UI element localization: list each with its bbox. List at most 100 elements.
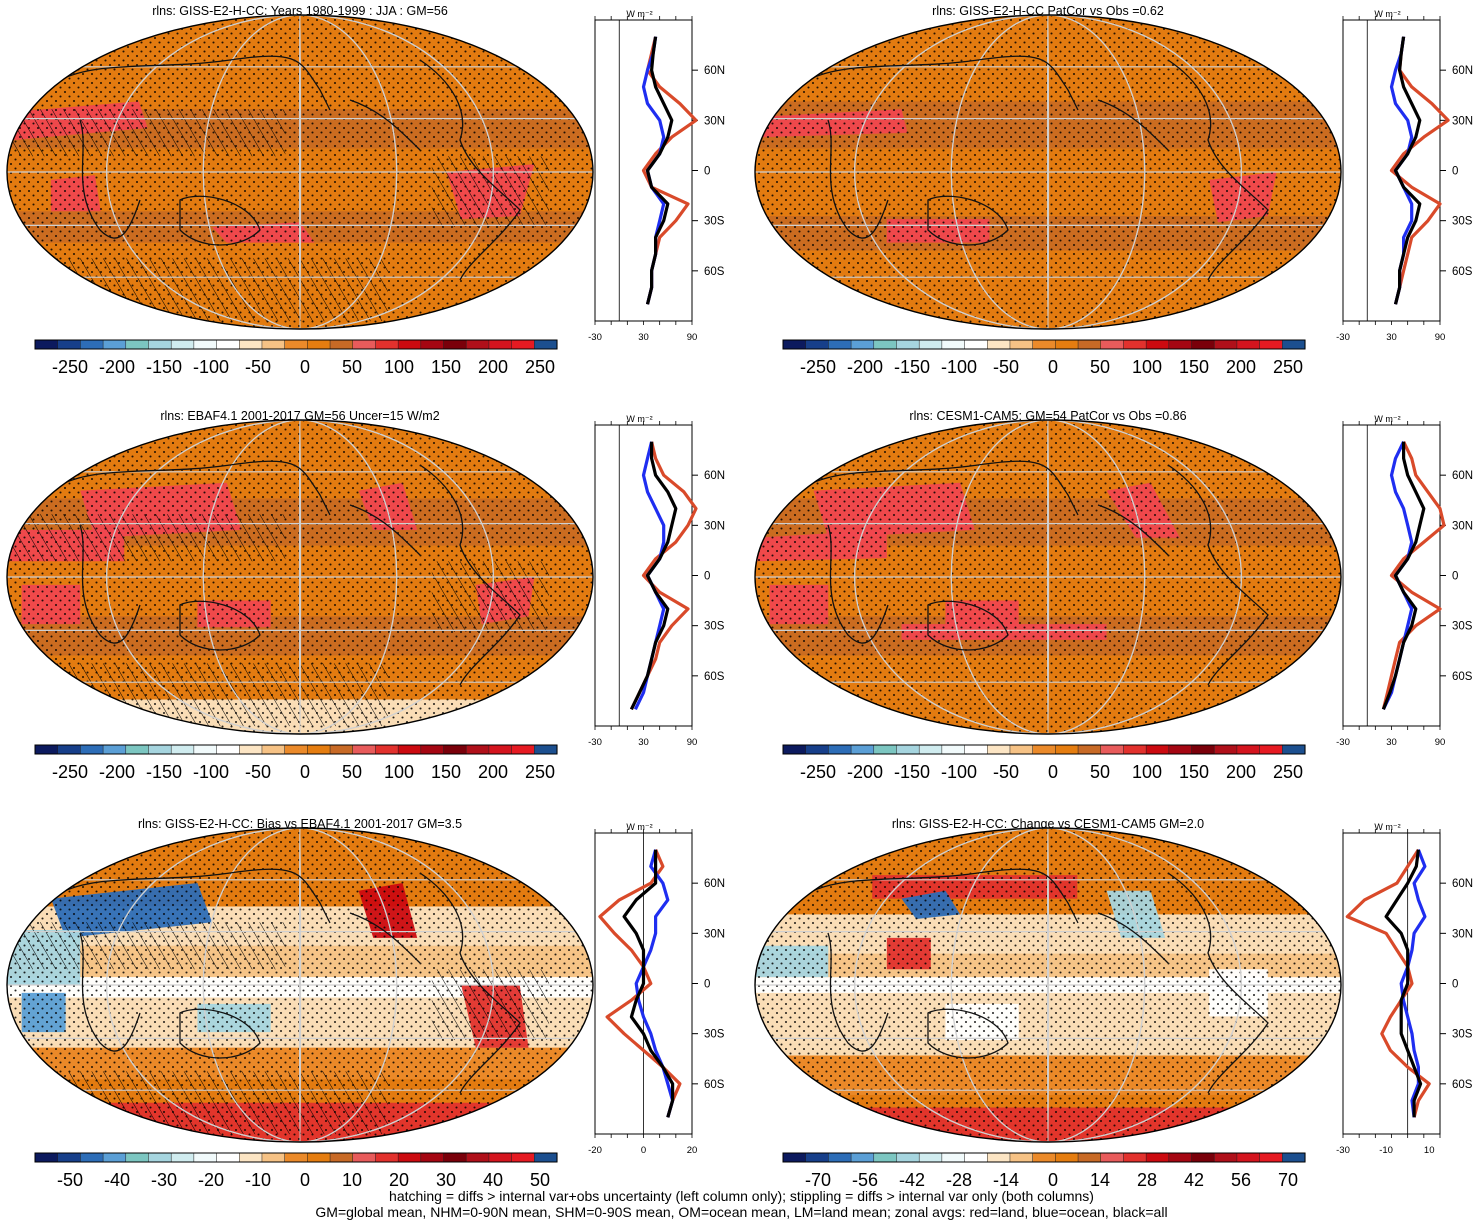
lat-tick-label: 60N [704,470,725,482]
coastline [59,868,331,924]
colorbar-frame [34,744,558,755]
panel-title: rlns: GISS-E2-H-CC: Years 1980-1999 : JJ… [152,4,448,18]
colorbar-swatch [239,339,263,350]
colorbar-swatch [375,1152,399,1163]
colorbar-swatch [488,744,513,755]
colorbar-tick-label: -150 [146,762,182,782]
colorbar-swatch [1077,744,1102,755]
lat-tick-label: 30N [704,520,725,532]
lon-gridline [106,15,494,329]
colorbar-swatch [170,1152,195,1163]
colorbar-swatch [1100,339,1124,350]
zonal-mean-plot: W m⁻² 60N 30N 0 30S 60S -30 30 90 [588,9,725,343]
colorbar-tick-label: -200 [99,357,135,377]
lat-tick-label: 60S [1452,1079,1473,1091]
colorbar-tick-label: 0 [300,1170,310,1190]
colorbar-tick-label: -250 [52,762,88,782]
colorbar-swatch [125,744,150,755]
lat-tick-label: 60N [704,878,725,890]
footer-line-1: hatching = diffs > internal var+obs unce… [389,1188,1094,1204]
zonal-all-line [622,849,675,1118]
lat-tick-label: 30S [704,216,725,228]
colorbar-tick-label: 30 [436,1170,456,1190]
colorbar-tick-label: 42 [1184,1170,1204,1190]
hatch-overlay [431,156,550,227]
colorbar-swatch [1236,1152,1261,1163]
colorbar-tick-label: -200 [847,762,883,782]
map-field [7,828,593,1142]
colorbar-swatch [57,339,81,350]
panel-title: rlns: GISS-E2-H-CC: Bias vs EBAF4.1 2001… [138,817,462,831]
hatch-overlay [7,109,286,157]
panel-title: rlns: GISS-E2-H-CC PatCor vs Obs =0.62 [932,4,1164,18]
colorbar-swatch [1145,339,1170,350]
colorbar-swatch [1032,339,1056,350]
colorbar-frame [782,744,1306,755]
coastline [827,524,889,644]
coastline [927,1008,1009,1059]
lat-tick-label: 30N [1452,928,1473,940]
zonal-unit-label: W m⁻² [1374,822,1400,832]
colorbar-swatch [941,339,966,350]
colorbar-swatch [828,339,852,350]
zonal-all-line [1384,849,1423,1118]
colorbar-swatch [216,744,240,755]
colorbar-swatch [1123,1152,1147,1163]
colorbar-swatch [1191,1152,1215,1163]
zonal-mean-plot: W m⁻² 60N 30N 0 30S 60S -30 -10 10 [1336,822,1473,1156]
lat-tick-label: 0 [1452,571,1458,583]
coastline [419,464,521,686]
map-field [7,15,593,329]
colorbar-tick-label: 250 [525,762,555,782]
colorbar-tick-label: 250 [1273,357,1303,377]
colorbar-swatch [1282,744,1306,755]
coastline [419,872,521,1094]
colorbar-swatch [1055,744,1079,755]
coastline [419,59,521,281]
colorbar-swatch [261,1152,286,1163]
colorbar-swatch [850,1152,875,1163]
colorbar-swatch [987,1152,1011,1163]
colorbar-swatch [80,339,104,350]
colorbar-tick-label: -20 [198,1170,224,1190]
colorbar-tick-label: -50 [993,357,1019,377]
zonal-all-line [645,36,674,305]
colorbar-tick-label: 100 [384,762,414,782]
colorbar-swatch [850,744,875,755]
map-outline [754,419,1342,735]
map-outline [6,14,594,330]
zonal-unit-label: W m⁻² [1374,414,1400,424]
colorbar-swatch [873,744,898,755]
colorbar-swatch [329,339,354,350]
colorbar-tick-label: -30 [151,1170,177,1190]
colorbar-swatch [420,339,445,350]
panel-title: rlns: CESM1-CAM5: GM=54 PatCor vs Obs =0… [909,409,1186,423]
lon-gridline [202,420,398,734]
colorbar-frame [34,1152,558,1163]
colorbar-swatch [216,339,240,350]
colorbar-swatch [397,744,422,755]
colorbar-swatch [1009,744,1034,755]
colorbar-swatch [307,1152,331,1163]
colorbar-swatch [1145,744,1170,755]
colorbar-tick-label: -250 [52,357,88,377]
zonal-unit-label: W m⁻² [626,9,652,19]
colorbar-swatch [805,1152,829,1163]
colorbar-swatch [964,744,988,755]
colorbar-swatch [1259,1152,1283,1163]
map-outline [6,419,594,735]
zonal-x-tick-label: 90 [1435,737,1446,748]
colorbar-swatch [534,744,558,755]
colorbar-swatch [307,339,331,350]
coastline [1097,99,1169,151]
zonal-land-line [1381,441,1446,710]
lon-gridline [202,828,398,1142]
panel-1: rlns: GISS-E2-H-CC: Years 1980-1999 : JJ… [6,4,725,377]
colorbar-swatch [34,1152,59,1163]
coastline [59,55,331,111]
zonal-x-tick-label: 90 [687,332,698,343]
colorbar-tick-label: -200 [99,762,135,782]
lat-tick-label: 0 [704,166,710,178]
colorbar-swatch [420,1152,445,1163]
